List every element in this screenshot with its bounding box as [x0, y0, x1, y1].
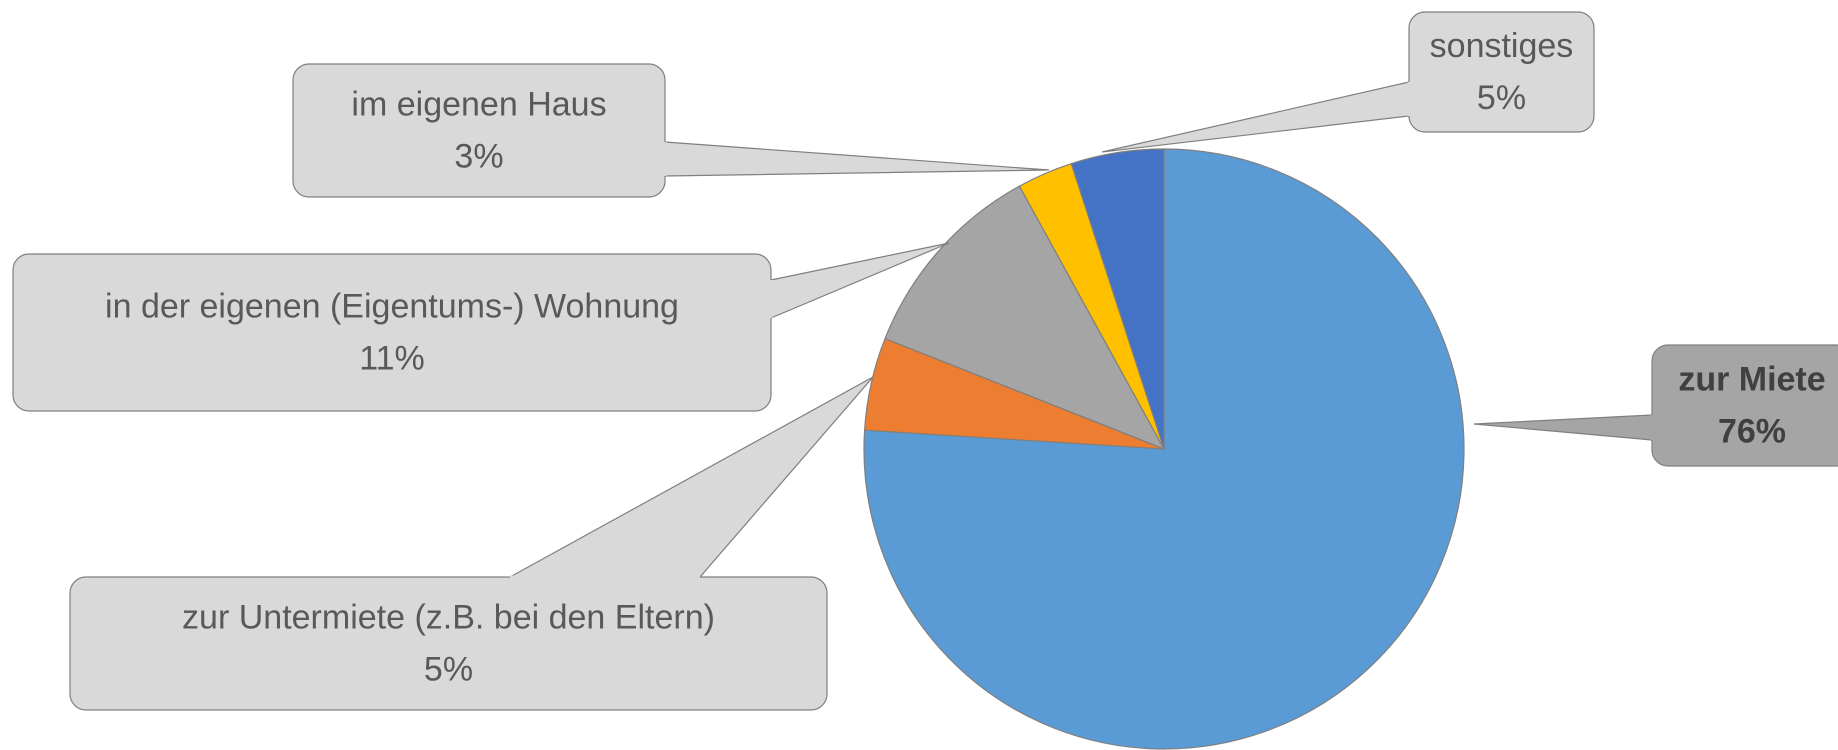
category-label: in der eigenen (Eigentums-) Wohnung — [105, 287, 679, 325]
pie-slice — [1070, 148, 1165, 450]
pie-slice — [884, 185, 1166, 451]
value-label: 5% — [1477, 79, 1526, 117]
category-label: zur Miete — [1678, 360, 1825, 398]
value-label: 76% — [1718, 412, 1786, 450]
callout-box — [1651, 344, 1838, 467]
category-label: im eigenen Haus — [351, 85, 606, 123]
callout-box — [292, 63, 666, 198]
category-label: sonstiges — [1430, 27, 1574, 65]
callout-pointer — [664, 141, 1050, 177]
value-label: 3% — [454, 137, 503, 175]
callout-box — [1408, 11, 1595, 133]
callout-box — [69, 576, 828, 711]
callout-pointer — [1101, 81, 1410, 153]
value-label: 11% — [359, 339, 425, 377]
category-label: zur Untermiete (z.B. bei den Eltern) — [182, 598, 715, 636]
value-label: 5% — [424, 650, 473, 688]
callout-pointer — [1473, 414, 1653, 441]
callout-box — [12, 253, 772, 412]
